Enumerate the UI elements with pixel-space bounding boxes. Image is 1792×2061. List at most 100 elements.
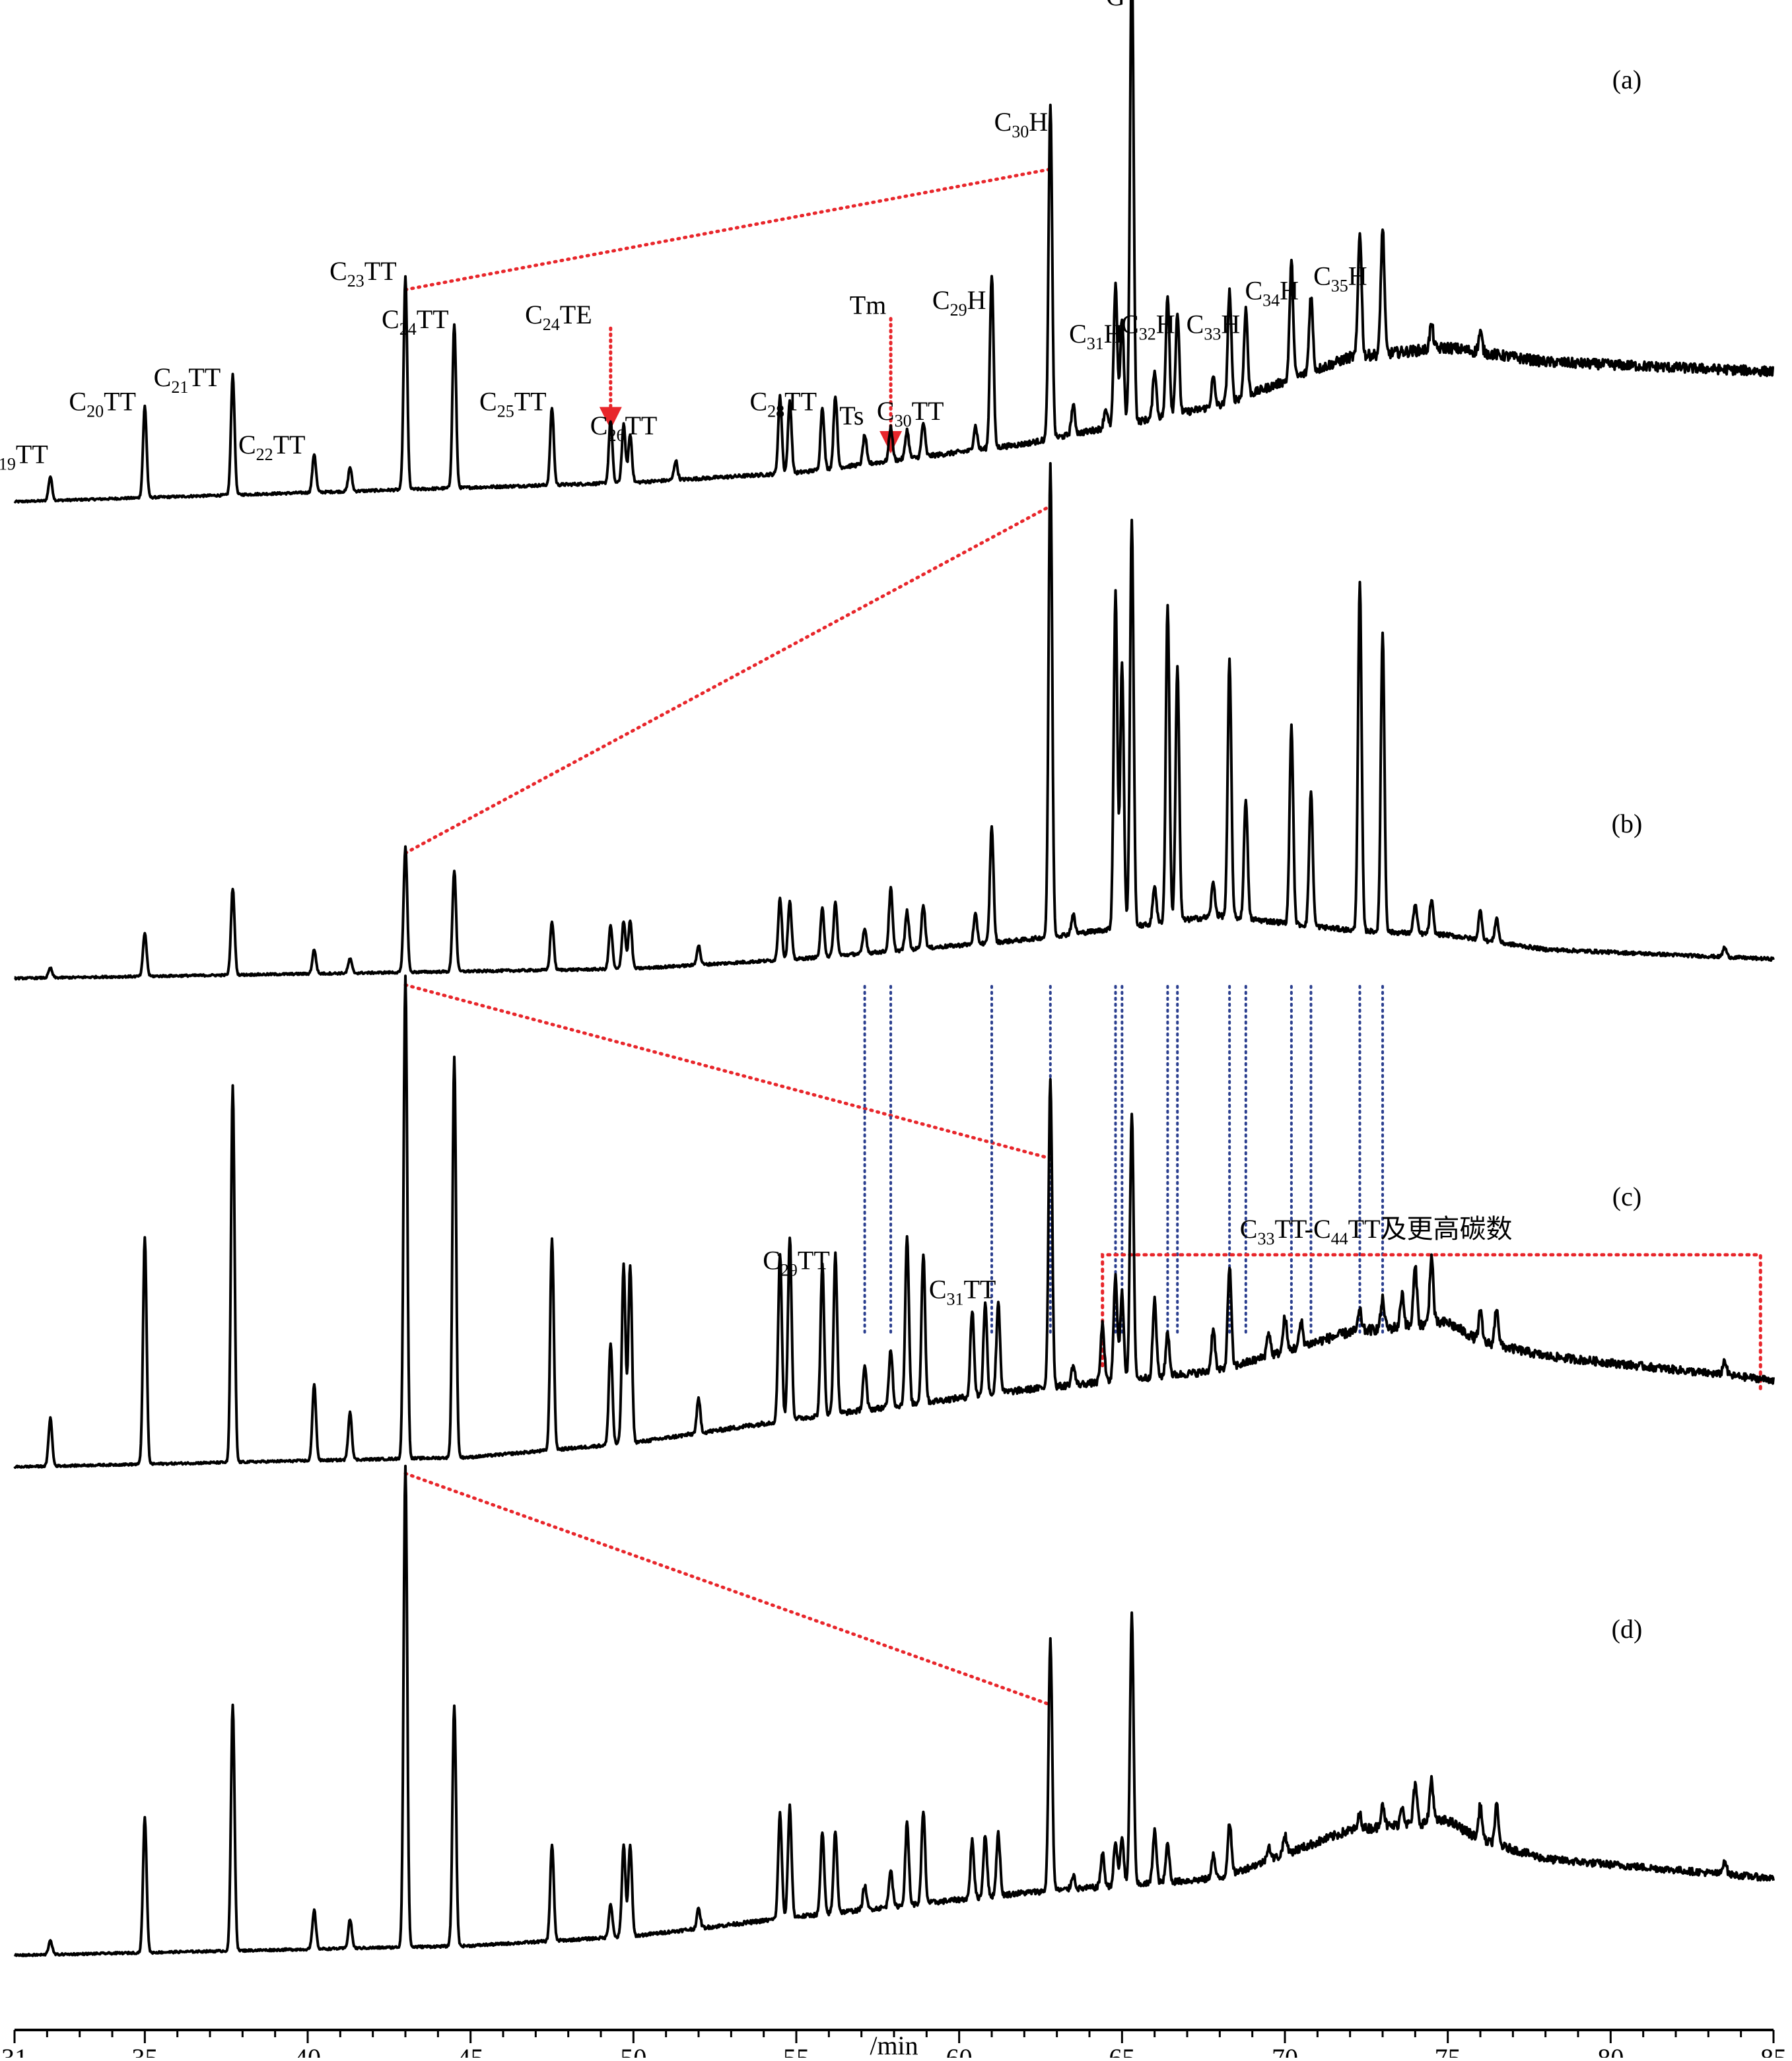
peak-label-part: TT (104, 386, 136, 416)
peak-label-part: C (1069, 319, 1087, 349)
peak-label: C28TT (749, 386, 817, 421)
peak-label-part: TT (514, 386, 547, 416)
peak-label-sub: 19 (0, 455, 16, 474)
peak-label: C30TT (877, 396, 944, 430)
peak-label: C29TT (763, 1246, 830, 1280)
x-tick-label: 60 (946, 2043, 973, 2058)
peak-label-part: TT (784, 386, 817, 416)
red-bracket (1101, 1253, 1762, 1392)
peak-label-part: C (69, 386, 86, 416)
peak-label: C32H (1121, 310, 1175, 344)
peak-label: C34H (1245, 275, 1299, 310)
x-tick-label: 65 (1109, 2043, 1135, 2058)
peak-label-part: C (1245, 275, 1262, 305)
peak-label-part: TT (364, 256, 397, 286)
red-dotted-connector (403, 167, 1052, 292)
peak-label-part: TT (188, 362, 221, 392)
x-tick-label: 75 (1435, 2043, 1461, 2058)
peak-label-part: TT (16, 440, 48, 469)
peak-label-sub: 31 (1087, 334, 1104, 353)
peak-label-part: C (1313, 261, 1331, 291)
peak-label: C24TE (525, 300, 592, 334)
peak-label-part: H (1348, 261, 1367, 291)
peak-label-sub: 29 (780, 1261, 798, 1280)
peak-label: C22TT (238, 430, 306, 464)
peak-label-part: C (382, 304, 399, 334)
peak-label-sub: 26 (607, 426, 625, 445)
peak-label-sub: 32 (1139, 325, 1156, 344)
peak-label-sub: 29 (950, 300, 967, 320)
peak-label: C19TT (0, 440, 48, 474)
peak-label-sub: 30 (1012, 122, 1029, 141)
peak-label-part: H (1156, 310, 1175, 339)
peak-label: C25TT (479, 386, 547, 421)
peak-label-part: H (1104, 319, 1123, 349)
peak-label-sub: 34 (1262, 290, 1280, 310)
traces-layer (13, 0, 1775, 1957)
peak-label-part: TT (273, 430, 306, 459)
peak-label-part: C (329, 256, 347, 286)
peak-label: C20TT (69, 386, 136, 421)
peak-label-part: C (929, 1275, 947, 1304)
peak-label: C26TT (590, 411, 658, 445)
peak-label-part: C (1187, 310, 1204, 339)
red-arrow-head (879, 431, 903, 454)
peak-label-part: TT (417, 304, 449, 334)
x-tick-label: 45 (458, 2043, 484, 2058)
bracket-label-sub: 33 (1257, 1229, 1274, 1248)
x-tick-label: 40 (294, 2043, 321, 2058)
x-tick-label: 50 (620, 2043, 646, 2058)
trace-panel-a (13, 0, 1775, 504)
peak-label-sub: 30 (895, 411, 912, 430)
peak-label-part: C (994, 107, 1012, 137)
peak-label-sub: 20 (86, 401, 104, 421)
peak-label-part: C (763, 1246, 780, 1275)
peak-label: C21TT (154, 362, 221, 397)
peak-label-part: C (238, 430, 256, 459)
peak-label: C31H (1069, 319, 1123, 353)
peak-label-part: C (479, 386, 497, 416)
peak-label-part: H (1029, 107, 1048, 137)
peak-label: C23TT (329, 256, 397, 290)
panel-label: (a) (1612, 65, 1641, 94)
x-axis: /min 313540455055606570758085 (1, 2029, 1787, 2061)
peak-label-sub: 28 (767, 401, 784, 421)
peak-label-part: C (590, 411, 608, 440)
x-tick-label: 35 (131, 2043, 158, 2058)
peak-label: Ts (839, 401, 864, 430)
bracket-label-part: TT-C (1274, 1214, 1330, 1244)
annotations-layer: (a)(b)(c)(d)C33TT-C44TT及更高碳数C19TTC20TTC2… (0, 0, 1642, 1644)
trace-panel-c (13, 974, 1775, 1470)
peak-label: C30H (994, 107, 1049, 141)
red-dotted-connector (403, 1471, 1052, 1706)
peak-label-part: C (877, 396, 895, 426)
red-dotted-connector (403, 983, 1052, 1161)
peak-label: C35H (1313, 261, 1367, 296)
peak-label-sub: 31 (947, 1290, 964, 1309)
peak-label-sub: 23 (347, 271, 364, 290)
peak-label: C31TT (929, 1275, 996, 1309)
peak-label-part: C (525, 300, 543, 329)
peak-label-sub: 21 (171, 378, 188, 397)
peak-label-part: H (1280, 275, 1299, 305)
peak-label: C29H (932, 285, 986, 320)
panel-label: (d) (1612, 1614, 1643, 1644)
peak-label-part: C (1121, 310, 1139, 339)
bracket-label-sub: 44 (1331, 1229, 1348, 1248)
peak-label-part: TT (625, 411, 657, 440)
trace-panel-b (14, 461, 1775, 981)
trace-panel-d (13, 1464, 1775, 1957)
peak-label-sub: 35 (1331, 277, 1348, 296)
red-arrow-head (599, 407, 622, 430)
peak-label-part: H (967, 285, 986, 315)
peak-label-part: TT (912, 396, 944, 426)
bracket-label-part: C (1240, 1214, 1258, 1244)
peak-label-part: TT (964, 1275, 996, 1304)
x-tick-label: 31 (1, 2043, 28, 2058)
x-tick-label: 55 (783, 2043, 810, 2058)
peak-label-part: C (154, 362, 172, 392)
peak-label-sub: 25 (497, 401, 514, 421)
peak-label: C33H (1187, 310, 1241, 344)
